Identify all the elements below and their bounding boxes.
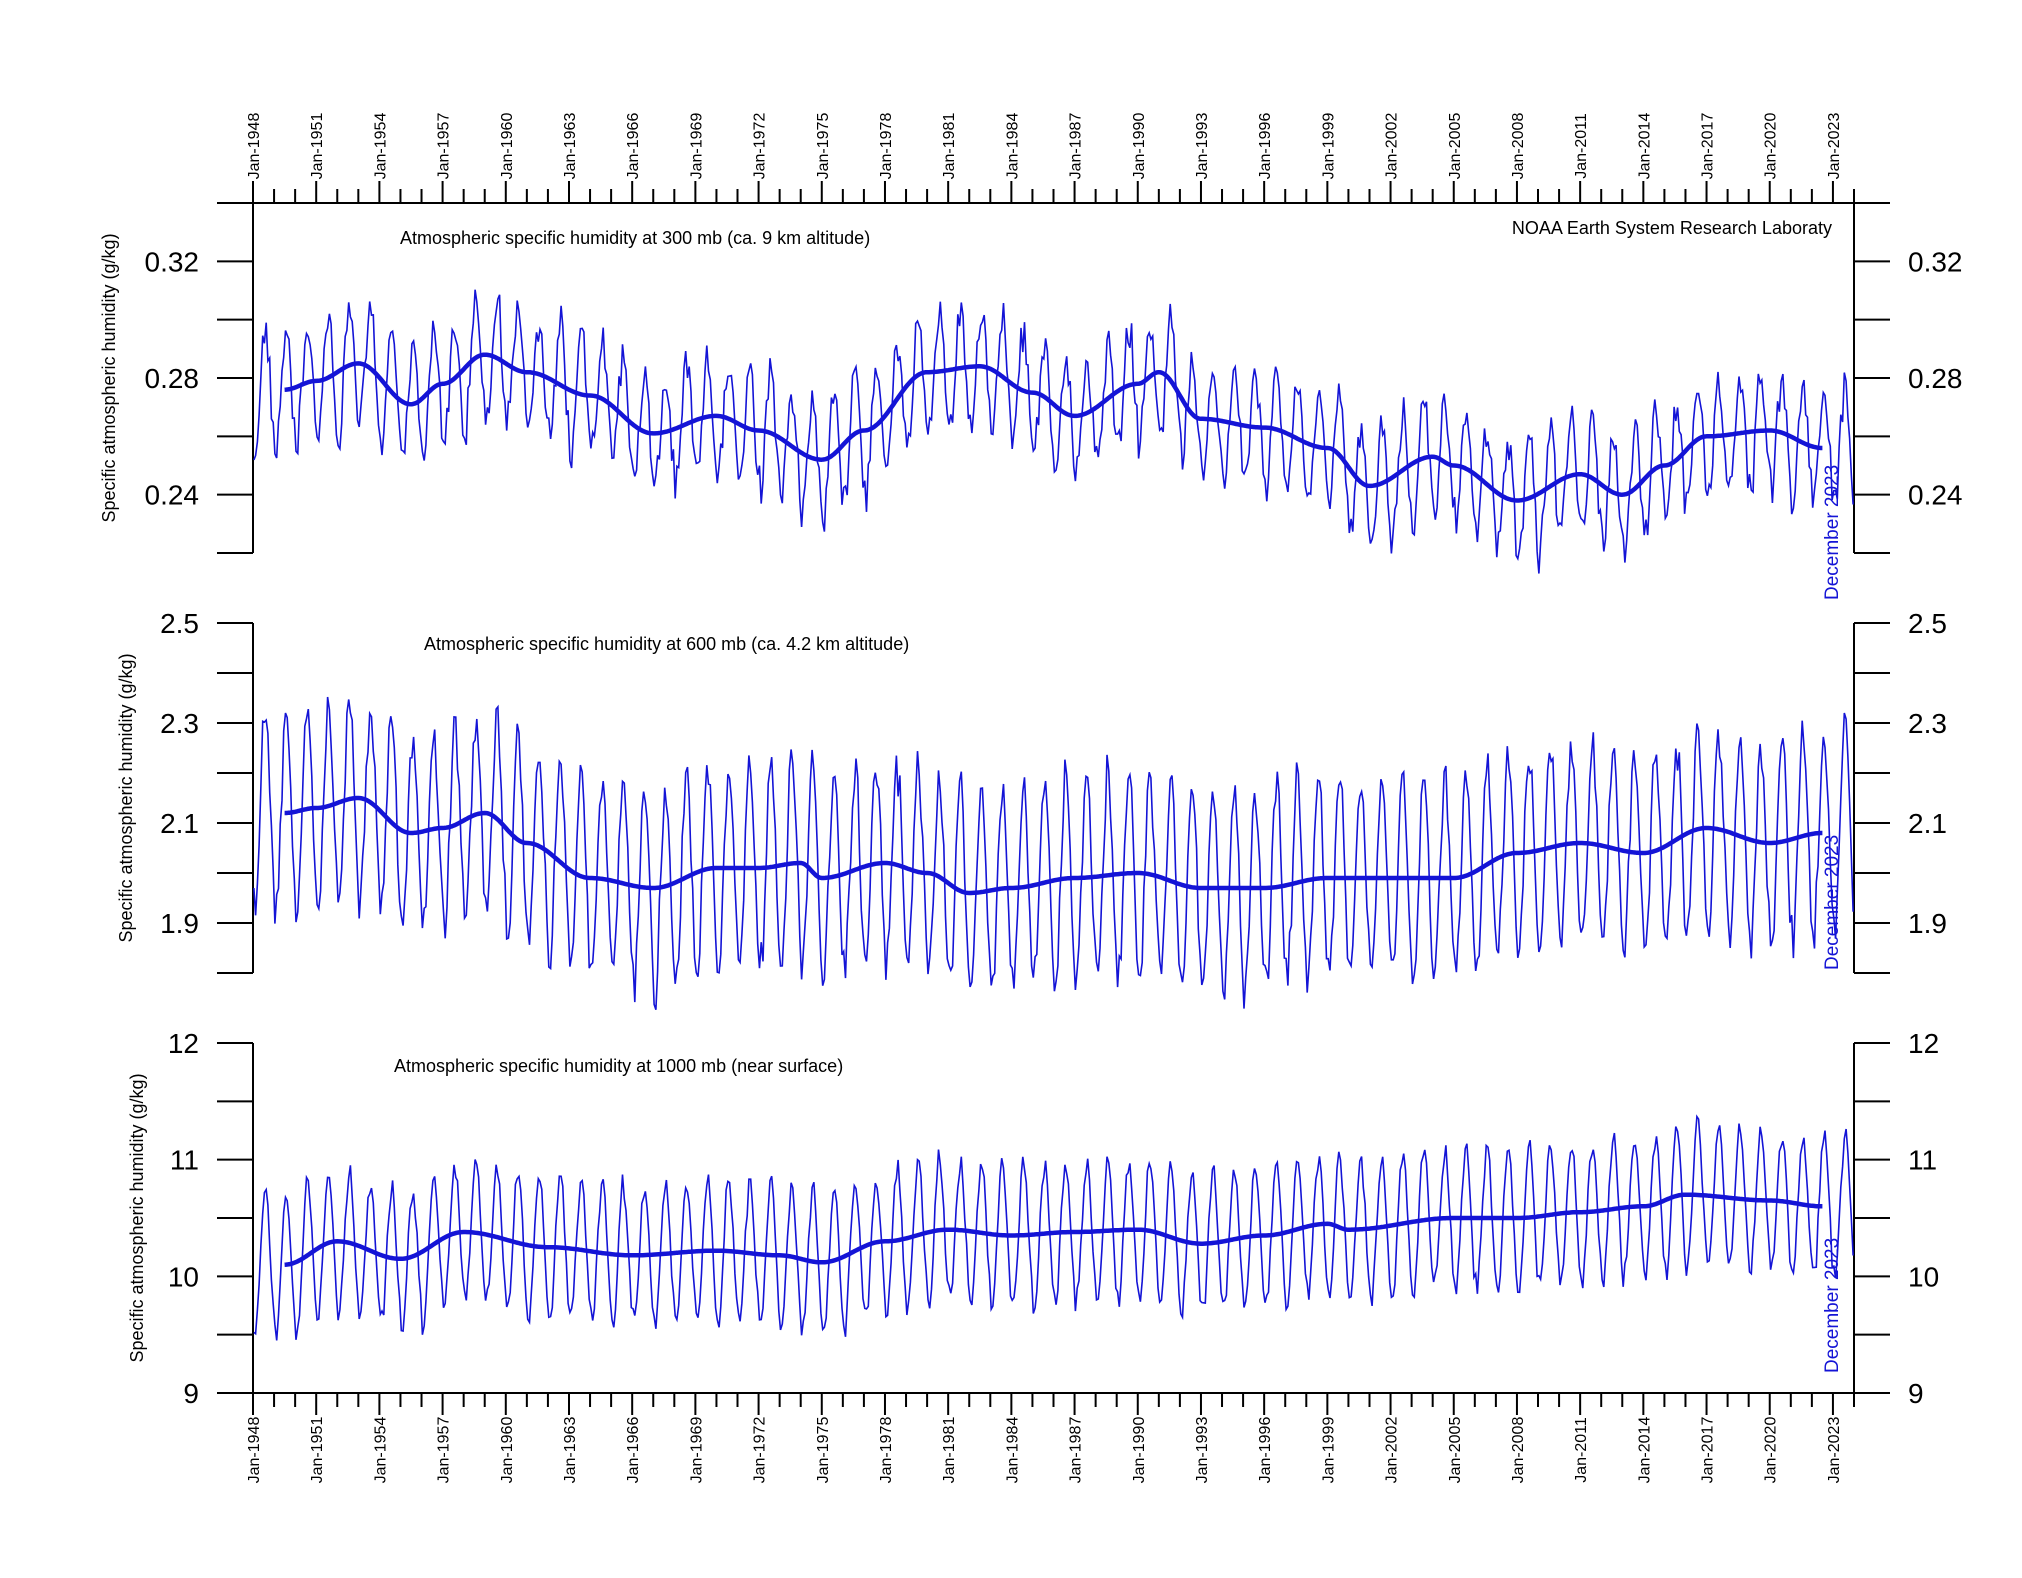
left-y-tick-label: 0.32 xyxy=(145,246,200,277)
left-y-tick-label: 2.1 xyxy=(160,808,199,839)
top-tick-label: Jan-1948 xyxy=(246,113,263,180)
right-y-tick-label: 2.5 xyxy=(1908,608,1947,639)
top-tick-label: Jan-1966 xyxy=(625,113,642,180)
left-y-tick-label: 12 xyxy=(168,1028,199,1059)
panels: 0.24 0.24 0.28 0.28 0.32 0.32 Specific atmosph… xyxy=(99,202,1963,1409)
bottom-tick-label: Jan-2008 xyxy=(1510,1417,1527,1484)
left-y-tick-label: 2.5 xyxy=(160,608,199,639)
top-tick-label: Jan-1972 xyxy=(752,113,769,180)
monthly-series-line xyxy=(253,696,1854,1010)
right-y-tick-label: 12 xyxy=(1908,1028,1939,1059)
top-time-axis: Jan-1948 Jan-1951 Jan-1954 Jan-1957 Jan-1960… xyxy=(246,113,1872,204)
bottom-tick-label: Jan-2017 xyxy=(1700,1417,1717,1484)
bottom-tick-label: Jan-1990 xyxy=(1131,1417,1148,1484)
bottom-tick-label: Jan-1996 xyxy=(1257,1417,1274,1484)
running-mean-line xyxy=(284,352,1823,503)
top-tick-label: Jan-1990 xyxy=(1131,113,1148,180)
left-y-tick-label: 1.9 xyxy=(160,908,199,939)
bottom-tick-label: Jan-1960 xyxy=(499,1417,516,1484)
bottom-tick-label: Jan-1984 xyxy=(1004,1417,1021,1484)
bottom-tick-label: Jan-1951 xyxy=(309,1417,326,1484)
top-tick-label: Jan-1957 xyxy=(436,113,453,180)
bottom-tick-label: Jan-2014 xyxy=(1636,1417,1653,1484)
right-y-tick-label: 11 xyxy=(1908,1145,1937,1176)
top-tick-label: Jan-1993 xyxy=(1194,113,1211,180)
top-tick-label: Jan-1978 xyxy=(878,113,895,180)
top-tick-label: Jan-2017 xyxy=(1700,113,1717,180)
bottom-tick-label: Jan-2011 xyxy=(1573,1417,1590,1483)
right-y-tick-label: 0.32 xyxy=(1908,246,1963,277)
top-tick-label: Jan-2023 xyxy=(1826,113,1843,180)
top-tick-label: Jan-2020 xyxy=(1763,113,1780,180)
top-tick-label: Jan-2002 xyxy=(1384,113,1401,180)
bottom-tick-label: Jan-2023 xyxy=(1826,1417,1843,1484)
panel-title: Atmospheric specific humidity at 300 mb … xyxy=(400,228,870,248)
bottom-tick-label: Jan-1972 xyxy=(752,1417,769,1484)
bottom-tick-label: Jan-1954 xyxy=(372,1417,389,1484)
y-axis-label: Specific atmospheric humidity (g/kg) xyxy=(116,653,136,942)
left-y-tick-label: 2.3 xyxy=(160,708,199,739)
left-y-tick-label: 9 xyxy=(183,1378,199,1409)
left-y-tick-label: 11 xyxy=(170,1145,199,1176)
top-tick-label: Jan-1963 xyxy=(562,113,579,180)
top-tick-label: Jan-2008 xyxy=(1510,113,1527,180)
left-y-tick-label: 10 xyxy=(168,1261,199,1292)
y-axis-label: Specific atmospheric humidity (g/kg) xyxy=(127,1073,147,1362)
monthly-series-line xyxy=(253,1114,1854,1341)
bottom-tick-label: Jan-1963 xyxy=(562,1417,579,1484)
right-y-tick-label: 0.24 xyxy=(1908,480,1963,511)
bottom-tick-label: Jan-1957 xyxy=(436,1417,453,1484)
bottom-tick-label: Jan-1948 xyxy=(246,1417,263,1484)
bottom-tick-label: Jan-2020 xyxy=(1763,1417,1780,1484)
top-tick-label: Jan-1981 xyxy=(941,113,958,180)
bottom-tick-label: Jan-1978 xyxy=(878,1417,895,1484)
right-y-tick-label: 10 xyxy=(1908,1261,1939,1292)
end-date-label: December 2023 xyxy=(1822,1238,1843,1373)
end-date-label: December 2023 xyxy=(1822,465,1843,600)
top-tick-label: Jan-1984 xyxy=(1004,113,1021,180)
y-axis-label: Specific atmospheric humidity (g/kg) xyxy=(99,233,119,522)
monthly-series-line xyxy=(253,289,1854,574)
top-tick-label: Jan-2011 xyxy=(1573,113,1590,179)
bottom-tick-label: Jan-1975 xyxy=(815,1417,832,1484)
top-tick-label: Jan-1960 xyxy=(499,113,516,180)
top-tick-label: Jan-1969 xyxy=(688,113,705,180)
running-mean-line xyxy=(284,1192,1823,1267)
top-tick-label: Jan-2005 xyxy=(1447,113,1464,180)
top-tick-label: Jan-1975 xyxy=(815,113,832,180)
bottom-time-axis: Jan-1948 Jan-1951 Jan-1954 Jan-1957 Jan-1960… xyxy=(246,1392,1872,1484)
humidity-panel-1: 0.24 0.24 0.28 0.28 0.32 0.32 Specific atmosph… xyxy=(99,202,1963,600)
right-y-tick-label: 9 xyxy=(1908,1378,1924,1409)
top-tick-label: Jan-1954 xyxy=(372,113,389,180)
bottom-tick-label: Jan-1969 xyxy=(688,1417,705,1484)
running-mean-line xyxy=(284,795,1823,896)
bottom-tick-label: Jan-1987 xyxy=(1068,1417,1085,1484)
right-y-tick-label: 0.28 xyxy=(1908,363,1963,394)
bottom-tick-label: Jan-1993 xyxy=(1194,1417,1211,1484)
top-tick-label: Jan-2014 xyxy=(1636,113,1653,180)
top-tick-label: Jan-1999 xyxy=(1320,113,1337,180)
panel-title: Atmospheric specific humidity at 1000 mb… xyxy=(394,1056,843,1076)
right-y-tick-label: 2.3 xyxy=(1908,708,1947,739)
panel-title: Atmospheric specific humidity at 600 mb … xyxy=(424,634,909,654)
bottom-tick-label: Jan-1981 xyxy=(941,1417,958,1484)
humidity-panel-2: 1.9 1.9 2.1 2.1 2.3 2.3 2.5 2.5 Specific atmosph… xyxy=(116,608,1947,1010)
right-y-tick-label: 1.9 xyxy=(1908,908,1947,939)
left-y-tick-label: 0.28 xyxy=(145,363,200,394)
top-tick-label: Jan-1951 xyxy=(309,113,326,180)
bottom-tick-label: Jan-2005 xyxy=(1447,1417,1464,1484)
top-tick-label: Jan-1996 xyxy=(1257,113,1274,180)
source-note: NOAA Earth System Research Laboraty xyxy=(1512,218,1832,238)
humidity-panel-3: 9 9 10 10 11 11 12 12 Specific atmospheric humid… xyxy=(127,1028,1939,1409)
top-tick-label: Jan-1987 xyxy=(1068,113,1085,180)
bottom-tick-label: Jan-1999 xyxy=(1320,1417,1337,1484)
left-y-tick-label: 0.24 xyxy=(145,480,200,511)
bottom-tick-label: Jan-1966 xyxy=(625,1417,642,1484)
right-y-tick-label: 2.1 xyxy=(1908,808,1947,839)
bottom-tick-label: Jan-2002 xyxy=(1384,1417,1401,1484)
